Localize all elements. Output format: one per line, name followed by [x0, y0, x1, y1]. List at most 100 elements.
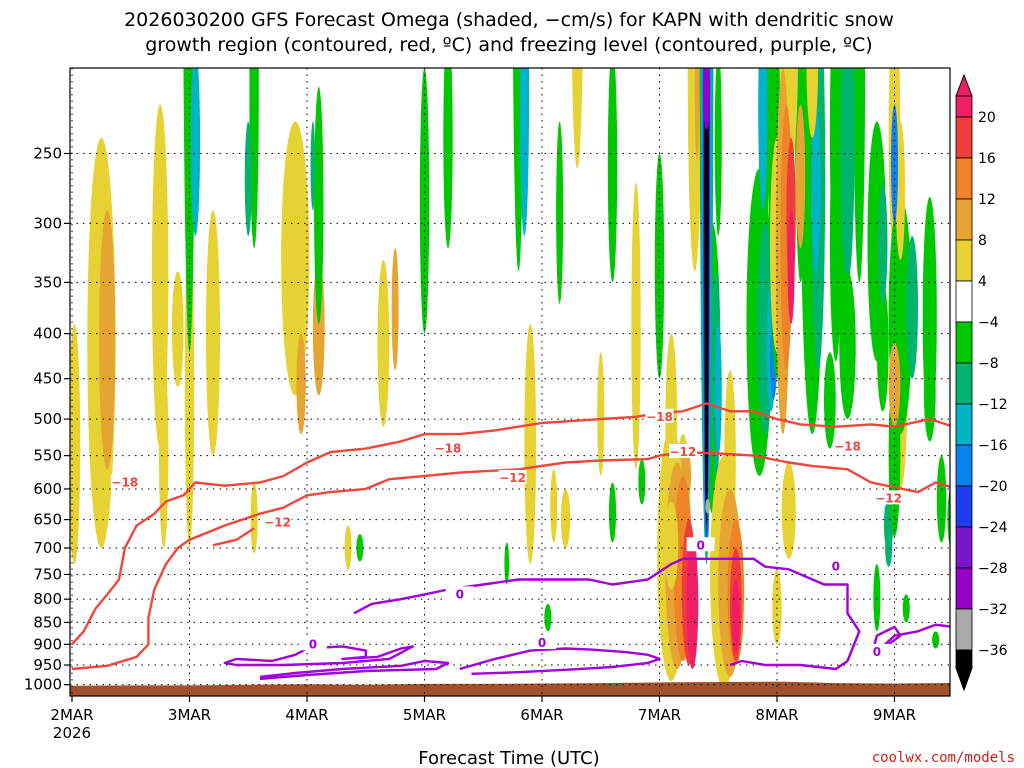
omega-blob: [758, 68, 768, 211]
colorbar-label: 4: [978, 274, 987, 290]
omega-blob: [839, 271, 856, 420]
omega-blob: [1017, 334, 1024, 463]
chart-title-line1: 2026030200 GFS Forecast Omega (shaded, −…: [124, 9, 894, 31]
y-tick-label: 350: [33, 273, 62, 291]
omega-blob: [544, 603, 552, 632]
omega-blob: [811, 104, 821, 272]
contour-minus12: [71, 450, 950, 671]
omega-blob: [654, 153, 665, 379]
omega-blob: [873, 564, 881, 632]
contour-label-bg: [298, 636, 327, 651]
y-tick-label: 800: [33, 590, 62, 608]
contour-label-bg: [645, 408, 674, 423]
y-tick-label: 550: [33, 447, 62, 465]
omega-blob: [806, 68, 819, 138]
omega-blob: [795, 104, 806, 249]
colorbar-cap-top: [955, 73, 973, 97]
y-tick-label: 450: [33, 370, 62, 388]
omega-blob: [572, 68, 583, 169]
y-tick-label: 500: [33, 410, 62, 428]
contour-label: 0: [309, 637, 317, 651]
contour-minus18: [71, 402, 950, 646]
omega-blob: [853, 68, 866, 283]
colorbar-segment: [955, 116, 973, 159]
freezing-contour-e: [881, 623, 950, 648]
omega-blob: [890, 104, 899, 224]
omega-blob: [990, 122, 999, 260]
contour-label: −18: [646, 410, 673, 424]
contour-layer: −18 −18 −18 −18 −12 −12 −12 −12 0 0 0 0 0 0: [71, 402, 950, 681]
omega-blob: [885, 528, 893, 567]
colorbar-segment: [955, 362, 973, 405]
contour-label: −18: [435, 442, 462, 456]
x-tick-label: 4MAR: [285, 706, 328, 724]
omega-blob: [249, 68, 259, 249]
credit-text: coolwx.com/models: [872, 750, 1015, 766]
colorbar-cap-bottom: [955, 667, 973, 692]
y-tick-label: 300: [33, 214, 62, 232]
contour-label: −12: [499, 471, 526, 485]
omega-blob: [377, 259, 390, 427]
omega-blob: [190, 68, 201, 236]
contour-label-bg: [862, 643, 891, 658]
omega-blob: [281, 121, 310, 396]
colorbar-segment: [955, 321, 973, 364]
omega-blob: [310, 121, 316, 211]
colorbar-label: −20: [978, 479, 1008, 495]
contour-label: −12: [670, 445, 697, 459]
x-tick-label: 2MAR: [50, 706, 93, 724]
omega-blob: [686, 536, 699, 670]
omega-blob: [524, 323, 537, 565]
contour-label-bg: [669, 444, 697, 459]
colorbar-label: −32: [978, 602, 1008, 618]
omega-blob: [694, 68, 700, 162]
time-axis: 2MAR 3MAR 4MAR 5MAR 6MAR 7MAR 8MAR 9MAR: [50, 696, 916, 724]
colorbar-label: 16: [978, 151, 996, 167]
contour-label: 0: [873, 645, 881, 659]
omega-blob: [731, 579, 740, 653]
contour-label-bg: [110, 474, 139, 489]
omega-blob: [631, 182, 641, 470]
colorbar-segment: [955, 95, 973, 118]
contour-label-bg: [874, 490, 903, 505]
x-tick-label: 6MAR: [520, 706, 563, 724]
omega-blob: [772, 569, 782, 645]
colorbar-segment: [955, 526, 973, 569]
omega-blob: [888, 343, 901, 427]
omega-blob: [705, 499, 711, 514]
contour-label-bg: [821, 558, 850, 573]
omega-blob: [902, 594, 910, 623]
plot-frame: [69, 67, 951, 697]
omega-blob: [840, 68, 855, 283]
colorbar-label: 20: [978, 110, 996, 126]
contour-label: −12: [875, 491, 902, 505]
colorbar-segment: [955, 567, 973, 610]
omega-blob: [171, 271, 184, 388]
omega-blob: [244, 121, 252, 236]
contour-label: 0: [832, 560, 840, 574]
x-tick-label: 8MAR: [755, 706, 798, 724]
omega-blob: [936, 455, 947, 543]
omega-blob: [878, 182, 888, 304]
x-tick-label: 5MAR: [403, 706, 446, 724]
colorbar-label: −24: [978, 520, 1008, 536]
colorbar-label: −36: [978, 643, 1008, 659]
colorbar-segment: [955, 608, 973, 651]
omega-blob: [999, 183, 1013, 324]
y-tick-label: 650: [33, 511, 62, 529]
colorbar-segment: [955, 444, 973, 487]
omega-blob: [356, 534, 364, 562]
omega-blob: [638, 459, 646, 505]
y-tick-label: 900: [33, 635, 62, 653]
terrain-band: [70, 681, 950, 696]
colorbar-label: −4: [978, 315, 999, 331]
freezing-contour-a: [223, 645, 414, 667]
y-tick-label: 400: [33, 325, 62, 343]
contour-label-bg: [445, 586, 474, 601]
y-tick-label: 850: [33, 613, 62, 631]
omega-blob: [556, 121, 564, 304]
omega-blob: [158, 352, 169, 549]
colorbar-label: −8: [978, 356, 999, 372]
omega-blob: [932, 631, 940, 649]
contour-label-bg: [263, 514, 292, 529]
